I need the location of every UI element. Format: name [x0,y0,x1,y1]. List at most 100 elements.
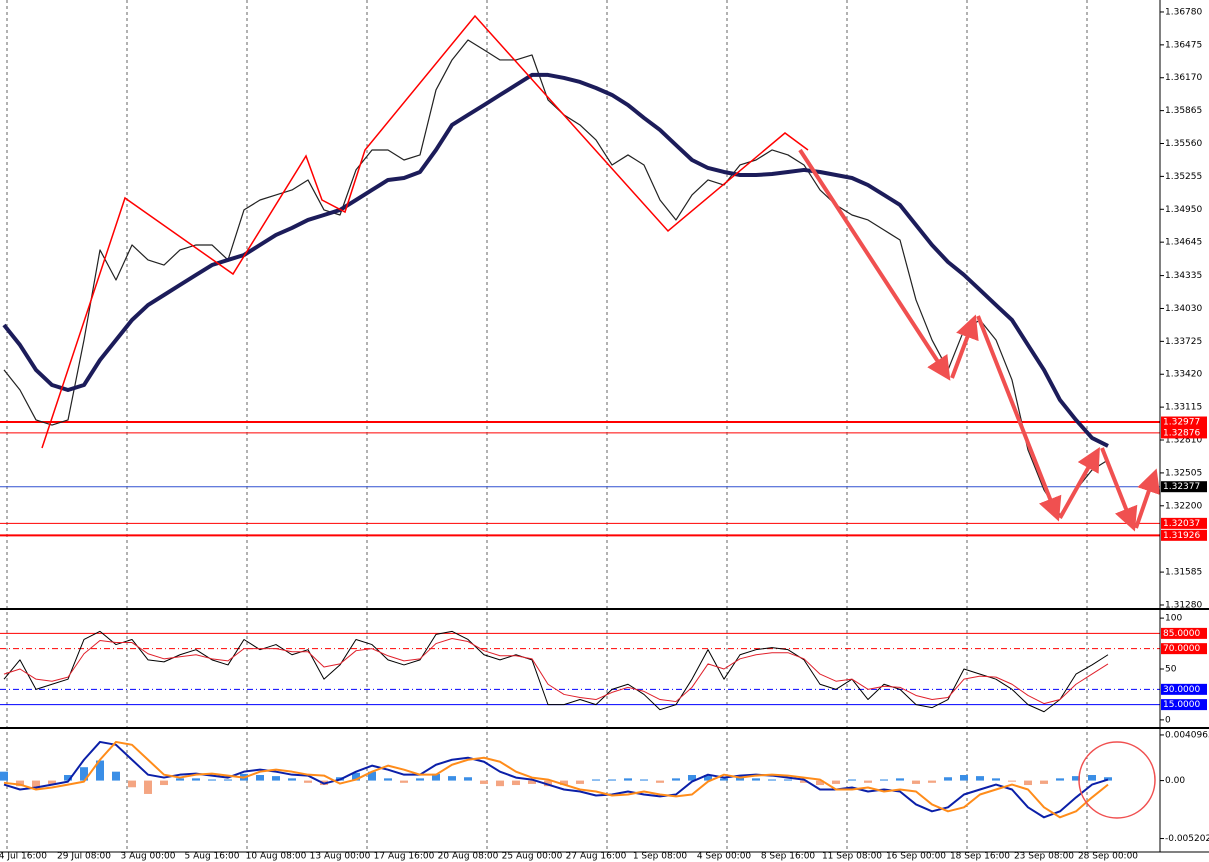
y-tick-label: 50 [1165,665,1177,675]
histogram-bar [256,775,264,781]
y-tick-label: 1.31280 [1165,600,1202,610]
level-label: 1.32377 [1163,482,1200,492]
histogram-bar [656,780,664,783]
y-tick-label: 1.35560 [1165,139,1202,149]
y-tick-label: 0.0040965 [1165,730,1209,740]
level-label: 1.31926 [1163,531,1200,541]
series-line [2,72,1109,448]
y-tick-label: 1.35255 [1165,172,1202,182]
histogram-bar [400,780,408,783]
y-tick-label: 0 [1165,715,1171,725]
histogram-bar [944,777,952,781]
histogram-bar [432,773,440,781]
level-label-box [1161,529,1207,541]
histogram-bar [848,779,856,781]
histogram-bar [448,776,456,781]
histogram-bar [496,780,504,787]
histogram-bar [512,780,520,786]
y-tick-label: 100 [1165,614,1182,624]
x-tick-label: 3 Aug 00:00 [121,852,176,862]
x-tick-label: 17 Aug 16:00 [374,852,435,862]
histogram-bar [720,778,728,781]
histogram-bar [304,780,312,783]
level-label-box [1161,517,1207,529]
histogram-bar [640,779,648,781]
histogram-bar [672,778,680,781]
y-tick-label: 1.32200 [1165,501,1202,511]
series-line [3,740,1109,819]
level-label-box [1161,627,1207,639]
y-tick-label: 1.33420 [1165,370,1202,380]
level-label-box [1161,427,1207,439]
histogram-bar [96,760,104,781]
histogram-bar [160,780,168,786]
y-tick-label: 1.36170 [1165,73,1202,83]
histogram-bar [1088,775,1096,781]
x-tick-label: 28 Sep 00:00 [1078,852,1138,862]
histogram-bar [480,780,488,784]
histogram-bar [1104,777,1112,781]
histogram-bar [384,778,392,781]
level-label: 85.0000 [1163,629,1200,639]
histogram-bar [896,778,904,781]
level-label: 1.32977 [1163,418,1200,428]
x-tick-label: 27 Aug 16:00 [566,852,627,862]
series-line [3,630,1109,713]
y-tick-label: 1.36780 [1165,7,1202,17]
histogram-bar [128,780,136,788]
histogram-bar [64,775,72,781]
histogram-bar [864,780,872,783]
x-tick-label: 5 Aug 16:00 [185,852,240,862]
vertical-grid [6,0,1088,852]
level-label: 1.32037 [1163,519,1200,529]
highlight-circle [1078,741,1156,819]
x-tick-label: 13 Aug 00:00 [310,852,371,862]
y-tick-label: 0.00 [1165,776,1185,786]
series-line [3,740,1109,819]
level-label: 15.0000 [1163,700,1200,710]
x-tick-label: 18 Sep 16:00 [950,852,1010,862]
y-tick-label: 1.34030 [1165,304,1202,314]
histogram-bar [288,778,296,781]
x-tick-label: 23 Sep 08:00 [1014,852,1074,862]
histogram-bar [0,771,8,781]
histogram-bar [1072,776,1080,781]
histogram-bar [544,780,552,787]
x-tick-label: 4 Sep 00:00 [697,852,752,862]
y-tick-label: 1.34645 [1165,238,1202,248]
histogram-bar [976,776,984,781]
level-label-box [1161,481,1207,493]
histogram-bar [688,775,696,781]
histogram-bar [816,780,824,786]
x-tick-label: 16 Sep 00:00 [886,852,946,862]
histogram-bar [112,771,120,781]
series-line [3,39,1109,516]
histogram-bar [752,778,760,781]
histogram-bar [176,778,184,781]
histogram-bar [736,777,744,781]
histogram-bar [832,780,840,784]
plots [0,39,1160,819]
histogram-bar [912,780,920,784]
histogram-bar [592,779,600,781]
level-label-box [1161,416,1207,428]
histogram-bar [272,776,280,781]
x-tick-label: 1 Sep 08:00 [633,852,688,862]
histogram-bar [624,778,632,781]
histogram-bar [800,780,808,783]
histogram-bar [32,780,40,789]
y-tick-label: -0.005202 [1165,834,1209,844]
histogram-bar [144,780,152,794]
y-tick-label: 1.33115 [1165,403,1202,413]
axes: 1.36780 1.36475 1.36170 1.35865 1.35560 1.352… [0,7,1209,861]
x-tick-label: 11 Sep 08:00 [822,852,882,862]
histogram-bar [608,779,616,781]
histogram-bar [416,778,424,781]
histogram-bar [464,777,472,781]
histogram-bar [560,780,568,786]
histogram-bar [208,779,216,781]
y-tick-label: 1.36475 [1165,40,1202,50]
level-label: 70.0000 [1163,644,1200,654]
